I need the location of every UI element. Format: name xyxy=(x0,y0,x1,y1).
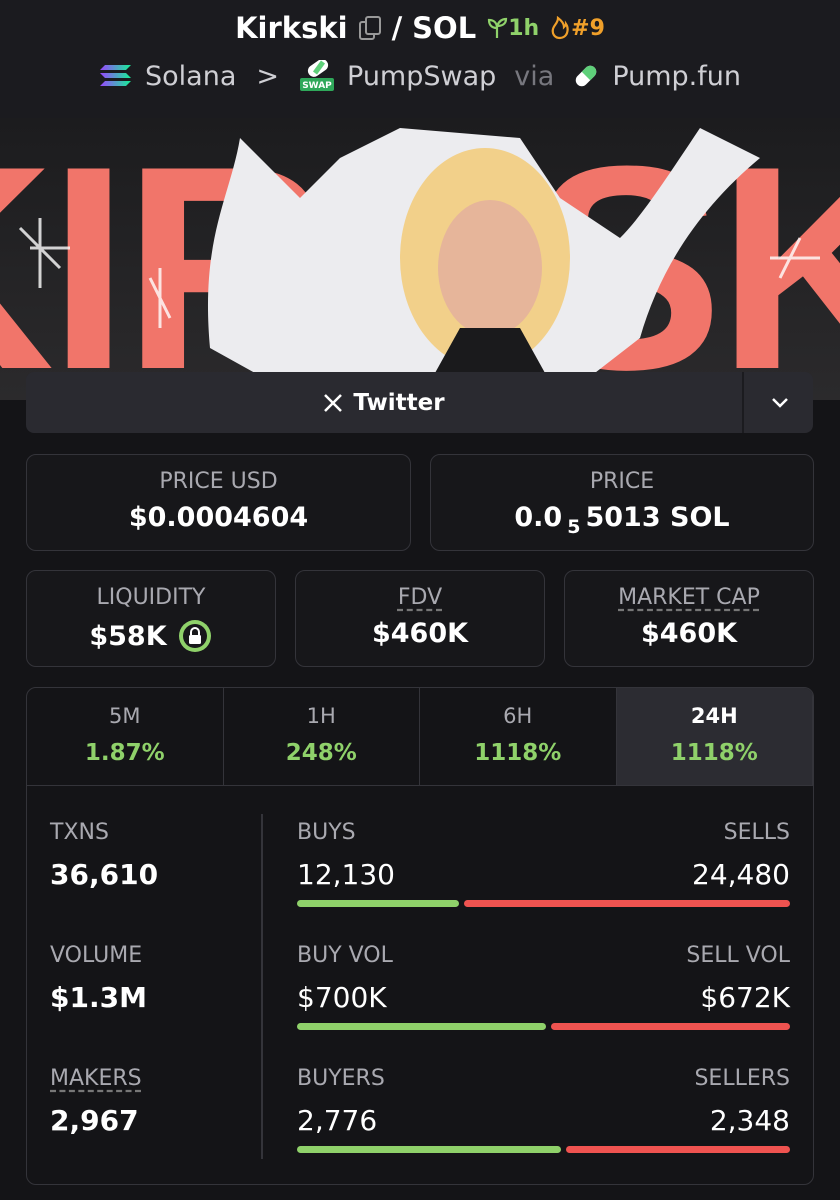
stats-panel: 5M 1.87% 1H 248% 6H 1118% 24H 1118% TXNS 36,610 VO… xyxy=(26,687,814,1185)
total-value: $1.3M xyxy=(50,981,147,1014)
twitter-label: Twitter xyxy=(353,389,445,416)
split-left-value: 2,776 xyxy=(297,1104,378,1137)
split-right-value: 24,480 xyxy=(692,858,790,891)
price-change: 248% xyxy=(285,740,357,766)
timeframe-tab[interactable]: 5M 1.87% xyxy=(27,688,224,786)
liquidity-label: LIQUIDITY xyxy=(96,585,206,610)
price-change: 1118% xyxy=(474,740,562,766)
buy-bar xyxy=(297,900,459,907)
rank: #9 xyxy=(571,15,605,41)
timeframe-tab[interactable]: 1H 248% xyxy=(223,688,420,786)
market-cap-value: $460K xyxy=(640,618,738,649)
total-value: 2,967 xyxy=(50,1104,139,1137)
timeframe-label: 6H xyxy=(503,704,533,728)
total-label: VOLUME xyxy=(50,943,143,968)
timeframe-label: 24H xyxy=(690,704,738,728)
split-right-value: 2,348 xyxy=(709,1104,790,1137)
social-bar: Twitter xyxy=(26,372,813,433)
price-prefix: 0.0 xyxy=(514,502,563,533)
separator: / xyxy=(391,11,403,45)
person-face xyxy=(438,200,542,336)
fdv-value: $460K xyxy=(371,618,469,649)
via-label: via xyxy=(514,60,555,92)
buy-bar xyxy=(297,1146,562,1153)
price-zero-count: 5 xyxy=(567,515,581,538)
banner-art: KIRKSKI xyxy=(0,118,840,400)
dex-badge: SWAP xyxy=(302,81,332,91)
fdv-card: FDV $460K xyxy=(295,570,545,667)
split-left-value: 12,130 xyxy=(297,858,395,891)
total-label: TXNS xyxy=(50,820,109,845)
copy-icon[interactable] xyxy=(358,15,382,41)
chevron-icon xyxy=(771,397,788,408)
price-change: 1.87% xyxy=(84,740,165,766)
split-right-value: $672K xyxy=(700,981,790,1014)
pumpfun-icon xyxy=(576,65,597,87)
sell-bar xyxy=(566,1146,790,1153)
banner-image: KIRKSKI xyxy=(0,118,840,400)
sell-bar xyxy=(463,900,790,907)
chain-name: Solana xyxy=(145,60,237,92)
stats-divider xyxy=(261,814,263,1159)
header: Kirkski / SOL 1h #9 Solana > SWAP PumpSw… xyxy=(0,0,840,118)
split-left-value: $700K xyxy=(297,981,387,1014)
sell-bar xyxy=(550,1023,790,1030)
price-native-card: PRICE 0.0 5 5013 SOL xyxy=(430,454,814,551)
price-change: 1118% xyxy=(670,740,758,766)
market-cap-label: MARKET CAP xyxy=(618,585,760,610)
price-usd-card: PRICE USD $0.0004604 xyxy=(26,454,411,551)
token-name: Kirkski xyxy=(235,11,348,45)
price-usd-value: $0.0004604 xyxy=(128,502,309,533)
launchpad-name: Pump.fun xyxy=(612,60,741,92)
pair-title: Kirkski / SOL 1h #9 xyxy=(0,8,840,48)
rank-badge: #9 xyxy=(549,16,605,41)
price-native-value: 0.0 5 5013 SOL xyxy=(431,502,813,538)
age: 1h xyxy=(508,15,540,41)
quote-token: SOL xyxy=(412,11,477,45)
timeframe-tab[interactable]: 6H 1118% xyxy=(420,688,617,786)
split-left-label: BUY VOL xyxy=(297,943,393,968)
solana-icon xyxy=(100,65,132,86)
price-usd-label: PRICE USD xyxy=(159,469,278,494)
buy-bar xyxy=(297,1023,546,1030)
split-right-label: SELLS xyxy=(723,820,790,845)
more-links-button[interactable] xyxy=(742,372,815,433)
route-arrow: > xyxy=(256,60,280,92)
sparks xyxy=(18,218,820,328)
price-digits: 5013 SOL xyxy=(585,502,730,533)
timeframe-tab[interactable]: 24H 1118% xyxy=(616,688,813,786)
x-logo xyxy=(324,393,343,412)
flame-icon xyxy=(551,16,569,40)
dex-name: PumpSwap xyxy=(347,60,497,92)
split-right-label: SELL VOL xyxy=(686,943,790,968)
lock-icon xyxy=(178,620,211,652)
pumpswap-icon: SWAP xyxy=(300,60,335,91)
total-label: MAKERS xyxy=(50,1066,142,1091)
fdv-label: FDV xyxy=(397,585,443,610)
timeframe-label: 1H xyxy=(306,704,336,728)
split-left-label: BUYERS xyxy=(297,1066,385,1091)
split-left-label: BUYS xyxy=(297,820,356,845)
age-badge: 1h xyxy=(486,16,539,41)
twitter-button[interactable]: Twitter xyxy=(26,372,742,433)
liquidity-row: $58K xyxy=(27,618,275,654)
liquidity-value: $58K xyxy=(89,620,167,652)
liquidity-card: LIQUIDITY $58K xyxy=(26,570,276,667)
timeframe-label: 5M xyxy=(109,704,141,728)
price-native-label: PRICE xyxy=(589,469,655,494)
split-right-label: SELLERS xyxy=(694,1066,790,1091)
market-cap-card: MARKET CAP $460K xyxy=(564,570,814,667)
total-value: 36,610 xyxy=(50,858,159,891)
pair-route: Solana > SWAP PumpSwap via Pump.fun xyxy=(0,56,840,96)
sprout-icon xyxy=(488,17,508,38)
